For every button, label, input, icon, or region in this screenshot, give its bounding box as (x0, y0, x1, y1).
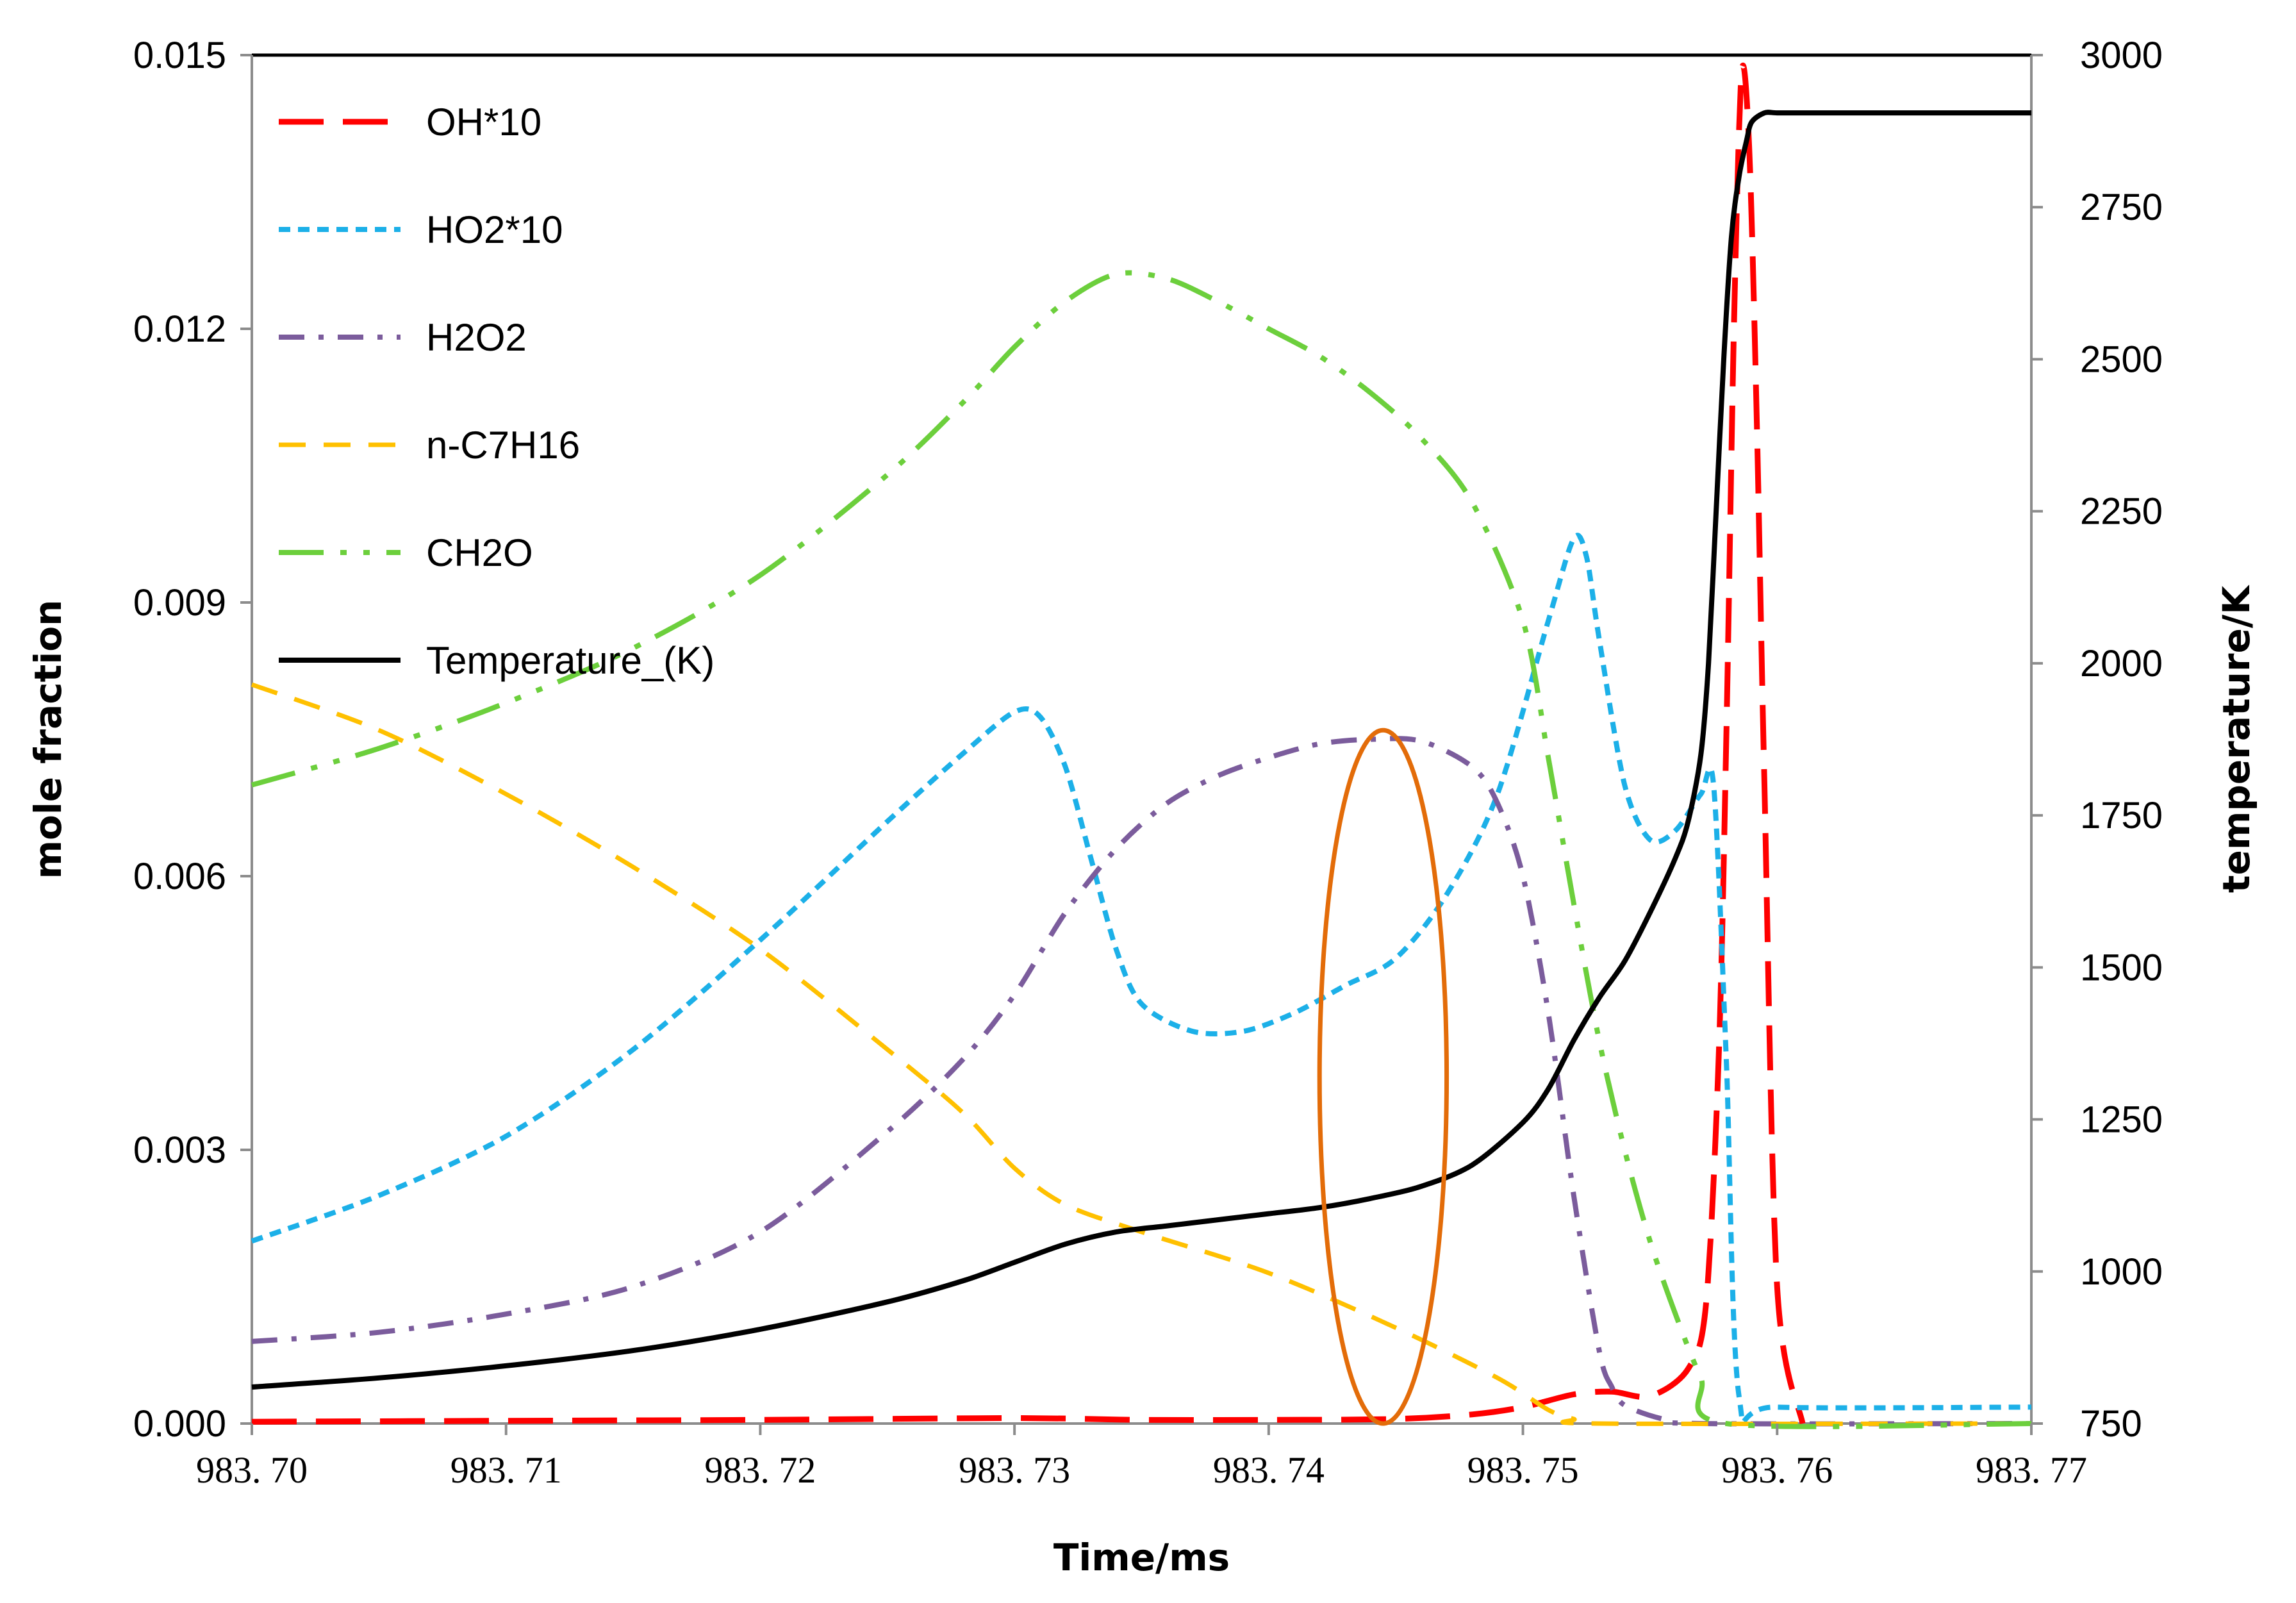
y-left-tick-label: 0.000 (133, 1403, 226, 1445)
y-left-tick-label: 0.009 (133, 582, 226, 624)
x-tick-label: 983. 73 (959, 1449, 1070, 1491)
x-tick-label: 983. 75 (1467, 1449, 1579, 1491)
y-left-tick-label: 0.012 (133, 308, 226, 350)
annotation-ellipse (1317, 727, 1449, 1426)
legend-label-temperature-k: Temperature_(K) (426, 639, 714, 682)
y-right-tick-label: 1750 (2080, 795, 2163, 836)
y-right-tick-label: 2000 (2080, 643, 2163, 685)
y-left-tick-label: 0.003 (133, 1129, 226, 1171)
x-tick-label: 983. 74 (1213, 1449, 1325, 1491)
legend-label-h2o2: H2O2 (426, 316, 527, 359)
x-tick-label: 983. 71 (450, 1449, 562, 1491)
annotation-layer (1317, 727, 1449, 1426)
x-axis-title: Time/ms (1053, 1536, 1230, 1579)
y-left-tick-label: 0.015 (133, 35, 226, 76)
x-tick-label: 983. 70 (196, 1449, 308, 1491)
y-right-tick-label: 2500 (2080, 338, 2163, 380)
legend: OH*10 HO2*10 H2O2 n-C7H16 CH2O Temperature_(K… (279, 101, 714, 682)
y-axis-left-title: mole fraction (26, 600, 70, 879)
legend-label-ch2o: CH2O (426, 531, 533, 574)
y-axis-right-title: temperature/K (2215, 585, 2258, 893)
series-line-n-c7h16 (251, 682, 2032, 1426)
x-tick-label: 983. 72 (704, 1449, 816, 1491)
series-line-h2o2 (251, 736, 2032, 1427)
axis-layer: 983. 70 983. 71 983. 72 983. 73 983. 74 983. … (133, 35, 2163, 1491)
y-left-tick-label: 0.006 (133, 856, 226, 897)
y-right-tick-label: 1000 (2080, 1251, 2163, 1293)
series-layer (251, 62, 2032, 1429)
y-right-tick-label: 1250 (2080, 1099, 2163, 1141)
legend-label-ho2-10: HO2*10 (426, 208, 563, 251)
series-line-ch2o (251, 270, 2032, 1429)
y-right-tick-label: 3000 (2080, 35, 2163, 76)
legend-label-n-c7h16: n-C7H16 (426, 424, 580, 467)
y-right-tick-label: 2250 (2080, 491, 2163, 533)
y-right-tick-label: 2750 (2080, 187, 2163, 228)
y-right-tick-label: 750 (2080, 1403, 2142, 1445)
series-line-ho2-10 (251, 533, 2032, 1425)
x-tick-label: 983. 77 (1976, 1449, 2087, 1491)
x-tick-label: 983. 76 (1721, 1449, 1833, 1491)
legend-label-oh-10: OH*10 (426, 101, 541, 144)
series-line-temperature-k (251, 110, 2031, 1390)
y-right-tick-label: 1500 (2080, 947, 2163, 988)
series-line-oh-10 (251, 62, 1806, 1425)
